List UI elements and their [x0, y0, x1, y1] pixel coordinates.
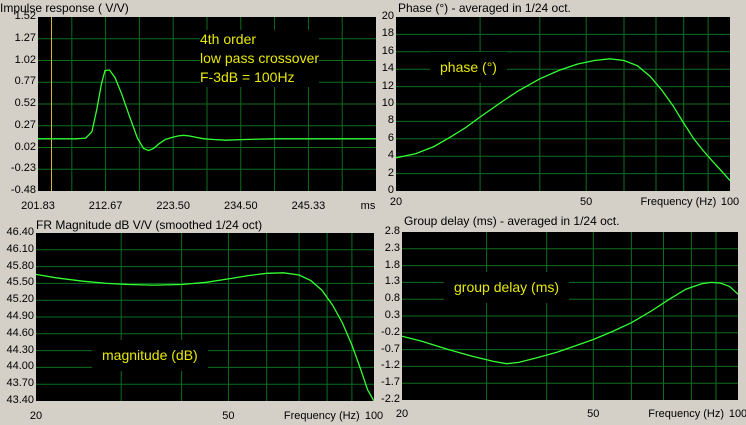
group_delay-y-tick-label: -0.2	[381, 325, 400, 338]
magnitude-y-tick-label: 43.70	[6, 377, 34, 390]
impulse-y-tick-label: 0.77	[14, 75, 36, 88]
magnitude-x-tick-label: 20	[29, 410, 43, 422]
magnitude-y-tick-label: 46.10	[6, 242, 34, 255]
group_delay-y-tick-label: 2.8	[384, 225, 400, 237]
group_delay-y-tick-label: 0.3	[384, 309, 400, 321]
impulse-y-tick-label: 1.02	[14, 53, 36, 66]
group_delay-y-tick-label: 1.8	[384, 258, 400, 271]
group_delay-svg	[402, 232, 738, 400]
group-delay-title: Group delay (ms) - averaged in 1/24 oct.	[404, 214, 620, 228]
impulse-y-tick-label: 0.02	[14, 140, 36, 153]
magnitude-y-tick-label: 46.40	[6, 226, 34, 238]
phase-x-axis-label: Frequency (Hz)	[640, 196, 717, 208]
impulse-y-tick-label: 0.52	[14, 97, 36, 109]
impulse-x-tick-label: 201.83	[21, 200, 55, 212]
magnitude-series-line	[36, 272, 374, 401]
phase-x-tick-label: 50	[580, 196, 593, 208]
magnitude-y-tick-label: 45.80	[6, 259, 34, 272]
phase-y-tick-label: 0	[387, 184, 394, 196]
group_delay-y-tick-label: -2.2	[381, 393, 400, 405]
phase-y-tick-label: 6	[387, 131, 394, 144]
group_delay-x-tick-label: 50	[587, 408, 600, 420]
magnitude-x-tick-label: 100	[364, 410, 384, 422]
phase-annotation-line: phase (°)	[440, 59, 497, 75]
phase-y-tick-label: 12	[381, 79, 394, 92]
group_delay-y-tick-label: -1.2	[381, 359, 400, 372]
group_delay-annotation-line: group delay (ms)	[454, 279, 560, 295]
phase-annotation: phase (°)	[430, 52, 507, 83]
magnitude-y-tick-label: 44.30	[6, 343, 34, 356]
phase-title: Phase (°) - averaged in 1/24 oct.	[398, 1, 571, 15]
phase-y-tick-label: 10	[381, 97, 394, 109]
impulse-y-tick-label: -0.23	[10, 162, 36, 175]
impulse-plot	[38, 17, 376, 191]
group_delay-y-tick-label: 1.3	[384, 275, 400, 288]
impulse-y-tick-label: 1.52	[14, 10, 36, 22]
group_delay-x-axis-label: Frequency (Hz)	[648, 408, 725, 420]
impulse-annotation-line: F-3dB = 100Hz	[200, 69, 295, 85]
magnitude-y-tick-label: 44.90	[6, 310, 34, 322]
magnitude-annotation: magnitude (dB)	[92, 340, 208, 371]
impulse-x-tick-label: 212.67	[88, 200, 123, 212]
magnitude-x-tick-label: 50	[222, 410, 235, 422]
impulse-x-tick-label: ms	[360, 200, 376, 212]
impulse-annotation: 4th order low pass crossover F-3dB = 100Hz	[200, 30, 320, 87]
magnitude-x-axis-label: Frequency (Hz)	[283, 410, 360, 422]
magnitude-y-tick-label: 44.60	[6, 326, 34, 339]
magnitude-y-tick-label: 44.00	[6, 360, 34, 373]
phase-y-tick-label: 16	[381, 44, 394, 57]
phase-y-tick-label: 18	[381, 27, 394, 40]
group_delay-y-tick-label: -0.7	[381, 342, 400, 355]
impulse-x-tick-label: 234.50	[223, 200, 258, 212]
magnitude-plot	[36, 233, 374, 401]
impulse-series-line	[38, 69, 376, 152]
impulse-y-tick-label: 1.27	[14, 31, 36, 44]
phase-series-line	[396, 58, 730, 182]
group_delay-annotation: group delay (ms)	[444, 272, 570, 303]
phase-plot	[396, 17, 730, 191]
impulse-svg	[38, 17, 376, 191]
phase-y-tick-label: 14	[381, 62, 394, 75]
group_delay-x-tick-label: 100	[728, 408, 746, 420]
phase-y-tick-label: 2	[387, 166, 394, 179]
magnitude-svg	[36, 233, 374, 401]
group_delay-x-tick-label: 20	[395, 408, 409, 420]
group-delay-plot	[402, 232, 738, 400]
phase-y-tick-label: 8	[387, 114, 394, 127]
phase-y-tick-label: 4	[387, 149, 394, 162]
impulse-annotation-line: 4th order	[200, 31, 257, 47]
group_delay-series-line	[402, 281, 738, 365]
impulse-annotation-line: low pass crossover	[200, 50, 320, 66]
impulse-x-tick-label: 223.50	[156, 200, 191, 212]
phase-x-tick-label: 100	[720, 196, 740, 208]
impulse-title: Impulse response ( V/V)	[0, 1, 129, 15]
phase-y-tick-label: 20	[381, 10, 394, 22]
magnitude-annotation-line: magnitude (dB)	[102, 347, 198, 363]
group_delay-y-tick-label: 2.3	[384, 241, 400, 254]
phase-svg	[396, 17, 730, 191]
phase-x-tick-label: 20	[389, 196, 403, 208]
impulse-y-tick-label: 0.27	[14, 118, 36, 131]
magnitude-y-tick-label: 43.40	[6, 394, 34, 406]
magnitude-title: FR Magnitude dB V/V (smoothed 1/24 oct)	[36, 218, 263, 232]
group_delay-y-tick-label: 0.8	[384, 292, 400, 305]
group_delay-y-tick-label: -1.7	[381, 376, 400, 389]
impulse-x-tick-label: 245.33	[291, 200, 326, 212]
impulse-y-tick-label: -0.48	[10, 184, 36, 196]
magnitude-y-tick-label: 45.20	[6, 293, 34, 306]
magnitude-y-tick-label: 45.50	[6, 276, 34, 289]
